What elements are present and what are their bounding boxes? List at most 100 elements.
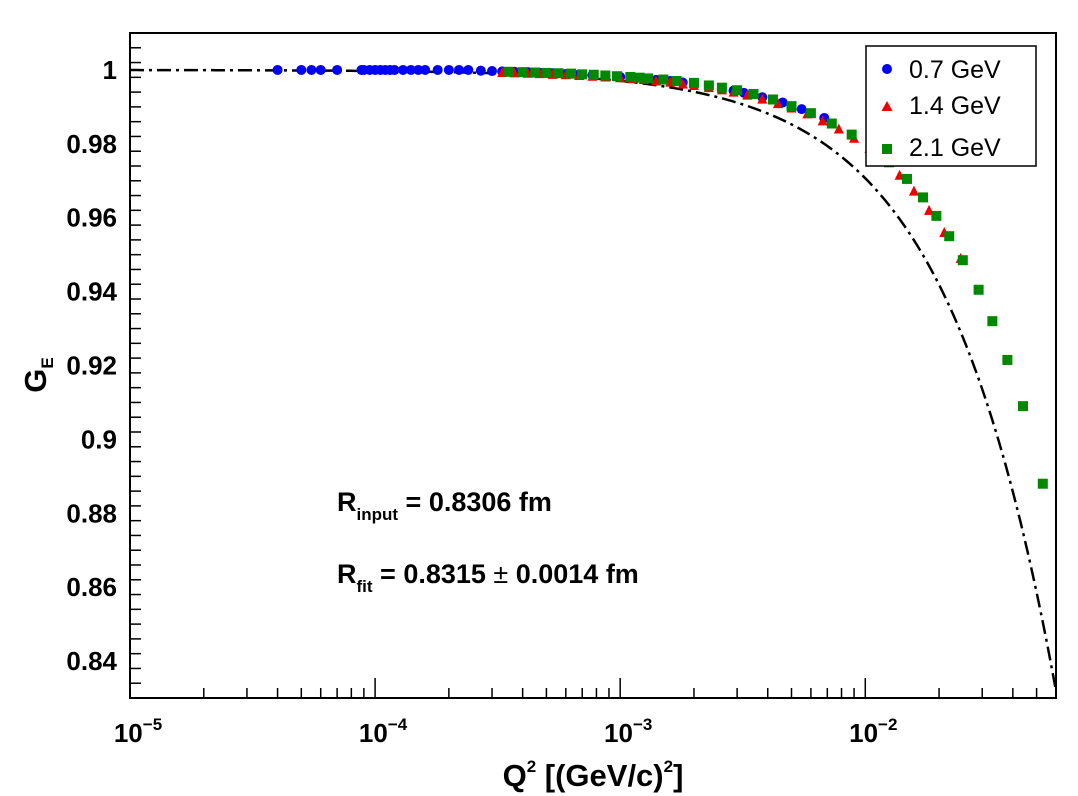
data-point: [566, 68, 577, 79]
data-point: [541, 67, 552, 78]
series-3: [503, 66, 1048, 489]
x-tick-label-exp: −3: [633, 715, 652, 734]
x-axis-title-close: ]: [673, 758, 683, 793]
y-tick-label: 0.96: [66, 203, 117, 233]
legend-label-2.1gev: 2.1 GeV: [909, 134, 1001, 162]
data-point: [688, 77, 699, 88]
data-point: [786, 101, 797, 112]
data-point: [658, 74, 669, 85]
data-point: [306, 64, 317, 75]
x-tick-label-exp: −5: [143, 715, 162, 734]
data-point: [463, 64, 474, 75]
annotation-r-fit-sub: fit: [357, 577, 373, 596]
x-axis-title-sup2: 2: [664, 757, 673, 776]
data-point: [757, 93, 768, 104]
y-tick-label: 0.88: [66, 498, 117, 528]
data-point: [846, 129, 857, 140]
data-point: [530, 67, 541, 78]
data-point: [611, 71, 622, 82]
data-point: [826, 118, 837, 129]
data-point: [272, 64, 283, 75]
data-point: [625, 71, 636, 82]
data-point: [931, 210, 942, 221]
y-tick-label: 0.86: [66, 572, 117, 602]
annotation-r-input-sub: input: [357, 505, 399, 524]
data-point: [454, 64, 465, 75]
data-point: [398, 64, 409, 75]
legend-marker-1.4gev: [881, 101, 893, 111]
data-point: [389, 64, 400, 75]
data-point: [767, 94, 778, 105]
x-tick-label: 10−4: [359, 715, 408, 748]
data-point: [796, 104, 807, 115]
data-point: [817, 115, 828, 126]
legend-label-0.7gev: 0.7 GeV: [909, 56, 1001, 84]
data-point: [957, 255, 968, 266]
y-axis-title-main: G: [18, 369, 53, 393]
annotation-r-input-text: = 0.8306 fm: [398, 487, 552, 517]
plot-frame: [129, 32, 1057, 699]
data-point: [634, 72, 645, 83]
x-axis-title-rest: [(GeV/c): [536, 758, 663, 793]
annotation-r-fit-tail: 0.0014 fm: [508, 559, 639, 589]
annotation-r-fit: Rfit = 0.8315 ± 0.0014 fm: [337, 559, 639, 596]
annotation-r-fit-main: R: [337, 559, 357, 589]
x-tick-label-base: 10: [604, 718, 633, 748]
data-point: [716, 82, 727, 93]
data-point: [577, 69, 588, 80]
axis-ticks: [129, 32, 1057, 699]
legend-label-1.4gev: 1.4 GeV: [909, 92, 1001, 120]
data-point: [833, 123, 844, 134]
x-tick-label: 10−5: [114, 715, 162, 748]
data-point: [420, 64, 431, 75]
data-point: [918, 192, 929, 203]
x-tick-label-exp: −4: [388, 715, 408, 734]
data-point: [944, 231, 955, 242]
data-point: [805, 108, 816, 119]
y-tick-label: 1: [103, 55, 117, 85]
data-point: [405, 64, 416, 75]
data-points: [272, 64, 1048, 489]
annotation-r-input: Rinput = 0.8306 fm: [337, 487, 552, 524]
data-point: [1017, 401, 1028, 412]
x-tick-label-exp: −2: [878, 715, 897, 734]
data-point: [517, 67, 528, 78]
legend-marker-2.1gev: [882, 144, 892, 154]
data-point: [432, 64, 443, 75]
data-point: [553, 68, 564, 79]
x-tick-label: 10−3: [604, 715, 652, 748]
data-point: [443, 64, 454, 75]
x-tick-label-base: 10: [849, 718, 878, 748]
y-tick-label: 0.98: [66, 129, 117, 159]
x-axis-title-main: Q: [503, 758, 527, 793]
x-tick-label: 10−2: [849, 715, 897, 748]
y-tick-label: 0.94: [66, 277, 117, 307]
data-point: [973, 284, 984, 295]
data-point: [1037, 478, 1048, 489]
data-point: [908, 185, 919, 196]
y-tick-label: 0.84: [66, 646, 117, 676]
annotation-r-fit-text: = 0.8315: [373, 559, 494, 589]
x-tick-label-base: 10: [359, 718, 388, 748]
data-point: [732, 85, 743, 96]
data-point: [987, 316, 998, 327]
data-point: [902, 173, 913, 184]
annotation-r-input-main: R: [337, 487, 357, 517]
data-point: [503, 66, 514, 77]
data-point: [296, 64, 307, 75]
data-point: [748, 88, 759, 99]
tick-labels: 10−5 10−4 10−3 10−20.840.860.880.90.920.940…: [66, 55, 897, 748]
annotation-r-fit-pm: ±: [493, 559, 508, 589]
data-point: [315, 64, 326, 75]
y-axis-title-sub: E: [38, 357, 57, 368]
data-point: [588, 69, 599, 80]
x-axis-title: Q2 [(GeV/c)2]: [503, 757, 684, 793]
data-point: [671, 76, 682, 87]
data-point: [643, 73, 654, 84]
y-axis-title: GE: [18, 357, 57, 392]
data-point: [487, 66, 498, 77]
data-point: [413, 64, 424, 75]
y-tick-label: 0.92: [66, 351, 117, 381]
data-point: [703, 80, 714, 91]
